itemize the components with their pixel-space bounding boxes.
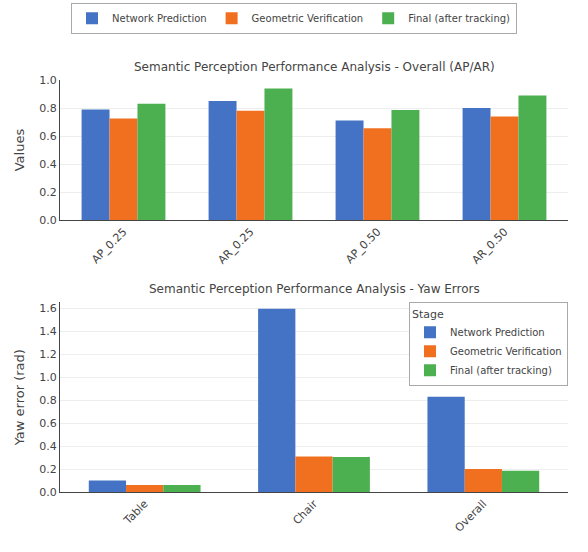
svg-text:Overall: Overall (452, 498, 489, 535)
svg-text:AP_0.25: AP_0.25 (89, 226, 129, 266)
svg-text:1.0: 1.0 (39, 74, 57, 87)
svg-text:0.4: 0.4 (39, 440, 57, 453)
svg-text:1.4: 1.4 (39, 325, 57, 338)
svg-text:0.8: 0.8 (39, 102, 57, 115)
svg-text:Table: Table (121, 497, 151, 527)
svg-text:1.0: 1.0 (39, 371, 57, 384)
svg-text:0.4: 0.4 (39, 158, 57, 171)
svg-text:Network Prediction: Network Prediction (450, 327, 545, 338)
svg-text:Network Prediction: Network Prediction (112, 13, 207, 24)
svg-text:0.2: 0.2 (39, 186, 57, 199)
svg-text:0.2: 0.2 (39, 463, 57, 476)
svg-text:AR_0.50: AR_0.50 (469, 226, 510, 267)
svg-text:Chair: Chair (290, 497, 320, 527)
svg-text:Final (after tracking): Final (after tracking) (408, 13, 510, 24)
svg-text:AR_0.25: AR_0.25 (215, 226, 256, 267)
svg-text:0.0: 0.0 (39, 214, 57, 227)
svg-text:AP_0.50: AP_0.50 (343, 226, 383, 266)
svg-text:Semantic Perception Performanc: Semantic Perception Performance Analysis… (134, 60, 495, 74)
svg-text:Stage: Stage (412, 308, 444, 321)
svg-text:Geometric Verification: Geometric Verification (450, 346, 562, 357)
svg-text:0.0: 0.0 (39, 486, 57, 499)
svg-text:1.6: 1.6 (39, 302, 57, 315)
svg-text:Values: Values (12, 129, 27, 172)
svg-text:Semantic Perception Performanc: Semantic Perception Performance Analysis… (149, 282, 480, 296)
svg-text:Geometric Verification: Geometric Verification (252, 13, 364, 24)
svg-text:Final (after tracking): Final (after tracking) (450, 365, 552, 376)
svg-text:Yaw error (rad): Yaw error (rad) (12, 349, 27, 446)
svg-text:0.6: 0.6 (39, 417, 57, 430)
svg-text:0.6: 0.6 (39, 130, 57, 143)
svg-text:1.2: 1.2 (39, 348, 57, 361)
svg-text:0.8: 0.8 (39, 394, 57, 407)
